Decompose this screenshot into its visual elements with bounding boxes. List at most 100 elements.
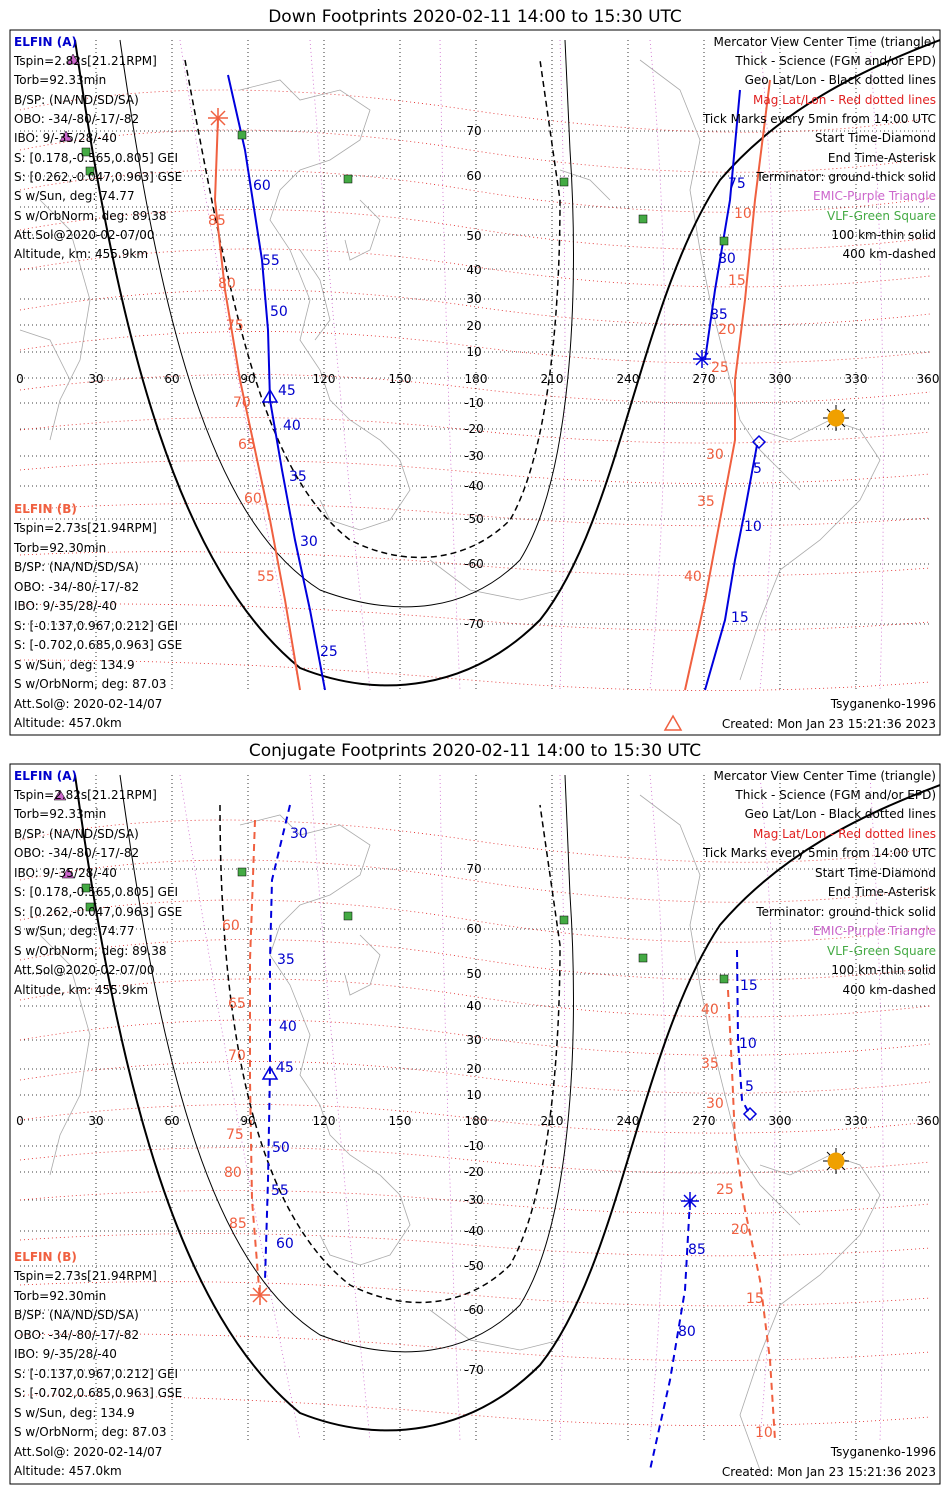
- lat-label: -50: [464, 1259, 484, 1273]
- info-line: S w/Sun, deg: 74.77: [14, 924, 135, 938]
- legend-item: Geo Lat/Lon - Black dotted lines: [745, 807, 936, 821]
- lon-tick: 150: [389, 1114, 412, 1128]
- lon-tick: 240: [617, 372, 640, 386]
- vlf-square-icon: [719, 974, 729, 984]
- emic-markers: [59, 53, 80, 142]
- legend-item: Tick Marks every 5min from 14:00 UTC: [702, 846, 936, 860]
- panel-title: Down Footprints 2020-02-11 14:00 to 15:3…: [268, 7, 682, 27]
- track-label: 15: [731, 610, 749, 626]
- track-label: 50: [272, 1140, 290, 1156]
- start-diamond-icon: [751, 434, 767, 450]
- info-line: B/SP: (NA/ND/SD/SA): [14, 1308, 139, 1322]
- lat-label: 10: [466, 345, 481, 359]
- legend-item: 400 km-dashed: [842, 983, 936, 997]
- track-label: 45: [278, 383, 296, 399]
- lat-labels: 70 60 50 40 30 20 10 -10 -20 -30 -40 -50…: [464, 124, 484, 631]
- lon-tick: 360: [917, 372, 940, 386]
- lon-tick: 210: [541, 1114, 564, 1128]
- track-label: 35: [697, 494, 715, 510]
- info-line: S: [0.262,-0.047,0.963] GSE: [14, 905, 182, 919]
- lon-tick: 120: [313, 372, 336, 386]
- lat-label: 70: [466, 124, 481, 138]
- lat-label: 10: [466, 1088, 481, 1102]
- track-label: 15: [728, 273, 746, 289]
- lon-tick: 120: [313, 1114, 336, 1128]
- lat-label: 20: [466, 1062, 481, 1076]
- track-label: 15: [740, 978, 758, 994]
- terminator-lines: [74, 39, 940, 687]
- track-label: 5: [753, 461, 762, 477]
- lon-tick: 270: [693, 1114, 716, 1128]
- lon-tick: 60: [164, 1114, 179, 1128]
- legend-item: Thick - Science (FGM and/or EPD): [734, 788, 936, 802]
- map-content: [19, 39, 940, 691]
- info-line: S w/OrbNorm, deg: 89.38: [14, 209, 166, 223]
- elfin-b-track: [249, 819, 776, 1441]
- created-timestamp: Created: Mon Jan 23 15:21:36 2023: [722, 1465, 936, 1479]
- elfin-a-title: ELFIN (A): [14, 769, 77, 783]
- lat-label: -30: [464, 449, 484, 463]
- lat-label: -40: [464, 479, 484, 493]
- info-line: Altitude, km: 455.9km: [14, 983, 148, 997]
- lat-label: 60: [466, 169, 481, 183]
- info-line: Altitude: 457.0km: [14, 1464, 122, 1478]
- lon-tick: 270: [693, 372, 716, 386]
- info-line: Tspin=2.82s[21.21RPM]: [13, 788, 157, 802]
- track-label: 10: [755, 1425, 773, 1441]
- lon-tick: 180: [465, 1114, 488, 1128]
- vlf-square-icon: [85, 166, 95, 176]
- legend-item: EMIC-Purple Triangle: [813, 924, 936, 938]
- lat-label: -70: [464, 1363, 484, 1377]
- lat-label: -60: [464, 557, 484, 571]
- center-triangle-icon: [261, 1065, 279, 1080]
- lon-tick: 90: [240, 372, 255, 386]
- info-line: B/SP: (NA/ND/SD/SA): [14, 827, 139, 841]
- track-label: 85: [229, 1216, 247, 1232]
- legend-item: VLF-Green Square: [827, 209, 936, 223]
- panel-down: Down Footprints 2020-02-11 14:00 to 15:3…: [9, 7, 941, 736]
- map-frame: [9, 29, 941, 736]
- legend-item: Start Time-Diamond: [815, 131, 936, 145]
- track-label: 55: [257, 569, 275, 585]
- vlf-square-icon: [237, 130, 247, 140]
- info-line: S: [0.262,-0.047,0.963] GSE: [14, 170, 182, 184]
- vlf-square-icon: [559, 177, 569, 187]
- lat-label: 40: [466, 263, 481, 277]
- lat-label: 50: [466, 967, 481, 981]
- info-line: S w/OrbNorm, deg: 87.03: [14, 1425, 166, 1439]
- lat-label: -60: [464, 1303, 484, 1317]
- track-label: 80: [718, 251, 736, 267]
- lat-label: -20: [464, 422, 484, 436]
- info-line: S w/OrbNorm, deg: 87.03: [14, 677, 166, 691]
- info-line: Torb=92.30min: [13, 541, 106, 555]
- lat-label: 40: [466, 999, 481, 1013]
- info-line: Torb=92.33min: [13, 73, 106, 87]
- info-line: S: [-0.702,0.685,0.963] GSE: [14, 638, 182, 652]
- track-label: 80: [218, 276, 236, 292]
- panel-conjugate: Conjugate Footprints 2020-02-11 14:00 to…: [9, 741, 941, 1485]
- lat-label: -40: [464, 1224, 484, 1238]
- model-label: Tsyganenko-1996: [830, 697, 936, 711]
- info-line: Torb=92.33min: [13, 807, 106, 821]
- elfin-a-track: [264, 804, 751, 1471]
- emic-triangle-icon: [66, 53, 80, 65]
- lat-label: -30: [464, 1193, 484, 1207]
- legend-item: Tick Marks every 5min from 14:00 UTC: [702, 112, 936, 126]
- coastlines: [39, 794, 881, 1471]
- track-label: 65: [238, 437, 256, 453]
- track-label: 30: [706, 1096, 724, 1112]
- track-label: 40: [279, 1019, 297, 1035]
- track-label: 40: [701, 1002, 719, 1018]
- lon-ticks: 0 30 60 90 120 150 180 210 240 270 300 3…: [16, 1114, 939, 1128]
- track-label: 25: [320, 644, 338, 660]
- track-label: 30: [300, 534, 318, 550]
- lat-label: -10: [464, 1139, 484, 1153]
- lat-label: 60: [466, 922, 481, 936]
- lon-tick: 90: [240, 1114, 255, 1128]
- info-line: Tspin=2.73s[21.94RPM]: [13, 1269, 157, 1283]
- elfin-b-track: [213, 79, 771, 691]
- legend-item: 100 km-thin solid: [831, 963, 936, 977]
- track-label: 65: [228, 996, 246, 1012]
- geo-grid: [20, 40, 930, 690]
- legend-item: 400 km-dashed: [842, 247, 936, 261]
